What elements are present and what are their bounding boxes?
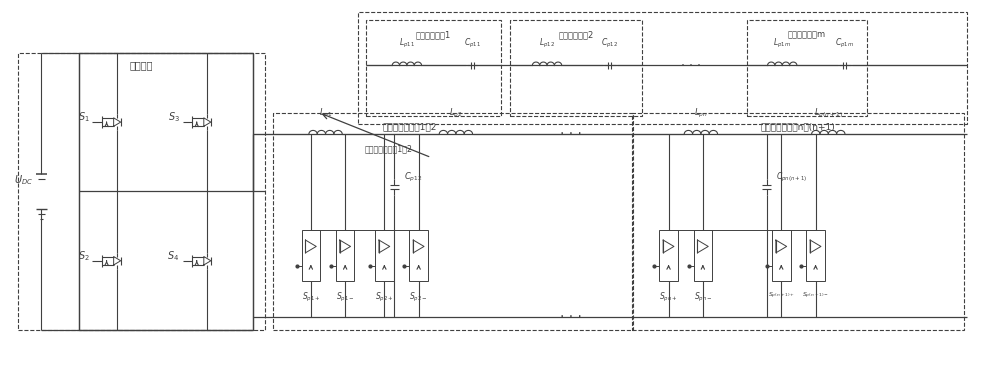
Bar — [747, 20, 867, 117]
Bar — [659, 230, 678, 281]
Bar — [358, 12, 967, 124]
Bar — [694, 230, 712, 281]
Text: $L_{p(n+1)}$: $L_{p(n+1)}$ — [814, 107, 843, 120]
Text: $L_{p12}$: $L_{p12}$ — [539, 37, 555, 50]
Text: $S_{pn-}$: $S_{pn-}$ — [694, 291, 712, 304]
Text: $U_{DC}$: $U_{DC}$ — [14, 173, 34, 186]
Text: $C_{pn(n+1)}$: $C_{pn(n+1)}$ — [776, 171, 808, 184]
Text: $S_{pn+}$: $S_{pn+}$ — [659, 291, 678, 304]
Text: $L_{p11}$: $L_{p11}$ — [399, 37, 415, 50]
Text: 发射导轨供电段n、(n+1): 发射导轨供电段n、(n+1) — [761, 122, 835, 131]
Text: $L_{p1}$: $L_{p1}$ — [319, 107, 332, 120]
Text: $S_3$: $S_3$ — [168, 110, 180, 124]
Text: 发射导轨单元2: 发射导轨单元2 — [558, 30, 594, 39]
Text: $S_{p1+}$: $S_{p1+}$ — [302, 291, 320, 304]
Text: 发射电源: 发射电源 — [130, 61, 153, 70]
Text: $L_{pn}$: $L_{pn}$ — [694, 107, 708, 120]
Text: $S_2$: $S_2$ — [78, 249, 89, 263]
Bar — [336, 230, 354, 281]
Bar — [375, 230, 394, 281]
Bar — [302, 230, 320, 281]
Bar — [806, 230, 825, 281]
Text: $S_1$: $S_1$ — [78, 110, 89, 124]
Text: · · ·: · · · — [681, 59, 701, 72]
Text: 发射导轨供电段1、2: 发射导轨供电段1、2 — [382, 122, 437, 131]
Text: $C_{p1m}$: $C_{p1m}$ — [835, 37, 854, 50]
Text: $C_{p12}$: $C_{p12}$ — [601, 37, 618, 50]
Text: $S_{p(n+1)+}$: $S_{p(n+1)+}$ — [768, 291, 795, 301]
Text: $S_{p1-}$: $S_{p1-}$ — [336, 291, 354, 304]
Text: $S_{p(n+1)-}$: $S_{p(n+1)-}$ — [802, 291, 829, 301]
Bar — [510, 20, 642, 117]
Bar — [79, 53, 253, 330]
Bar — [366, 20, 501, 117]
Text: $S_{p2-}$: $S_{p2-}$ — [409, 291, 428, 304]
Text: 发射导轨单元m: 发射导轨单元m — [788, 30, 826, 39]
Text: 发射导轨单元1: 发射导轨单元1 — [416, 30, 451, 39]
Text: 发射导轨供电段1、2: 发射导轨供电段1、2 — [365, 144, 413, 153]
Text: $C_{p11}$: $C_{p11}$ — [464, 37, 481, 50]
Text: · · ·: · · · — [560, 310, 581, 324]
Text: $S_4$: $S_4$ — [167, 249, 180, 263]
Bar — [632, 112, 964, 330]
Bar — [409, 230, 428, 281]
Bar — [273, 112, 633, 330]
Text: $L_{p2}$: $L_{p2}$ — [449, 107, 463, 120]
Text: $S_{p2+}$: $S_{p2+}$ — [375, 291, 394, 304]
Text: $C_{p12}$: $C_{p12}$ — [404, 171, 422, 184]
Bar — [772, 230, 791, 281]
Bar — [18, 53, 265, 330]
Text: $L_{p1m}$: $L_{p1m}$ — [773, 37, 791, 50]
Text: · · ·: · · · — [560, 127, 581, 141]
